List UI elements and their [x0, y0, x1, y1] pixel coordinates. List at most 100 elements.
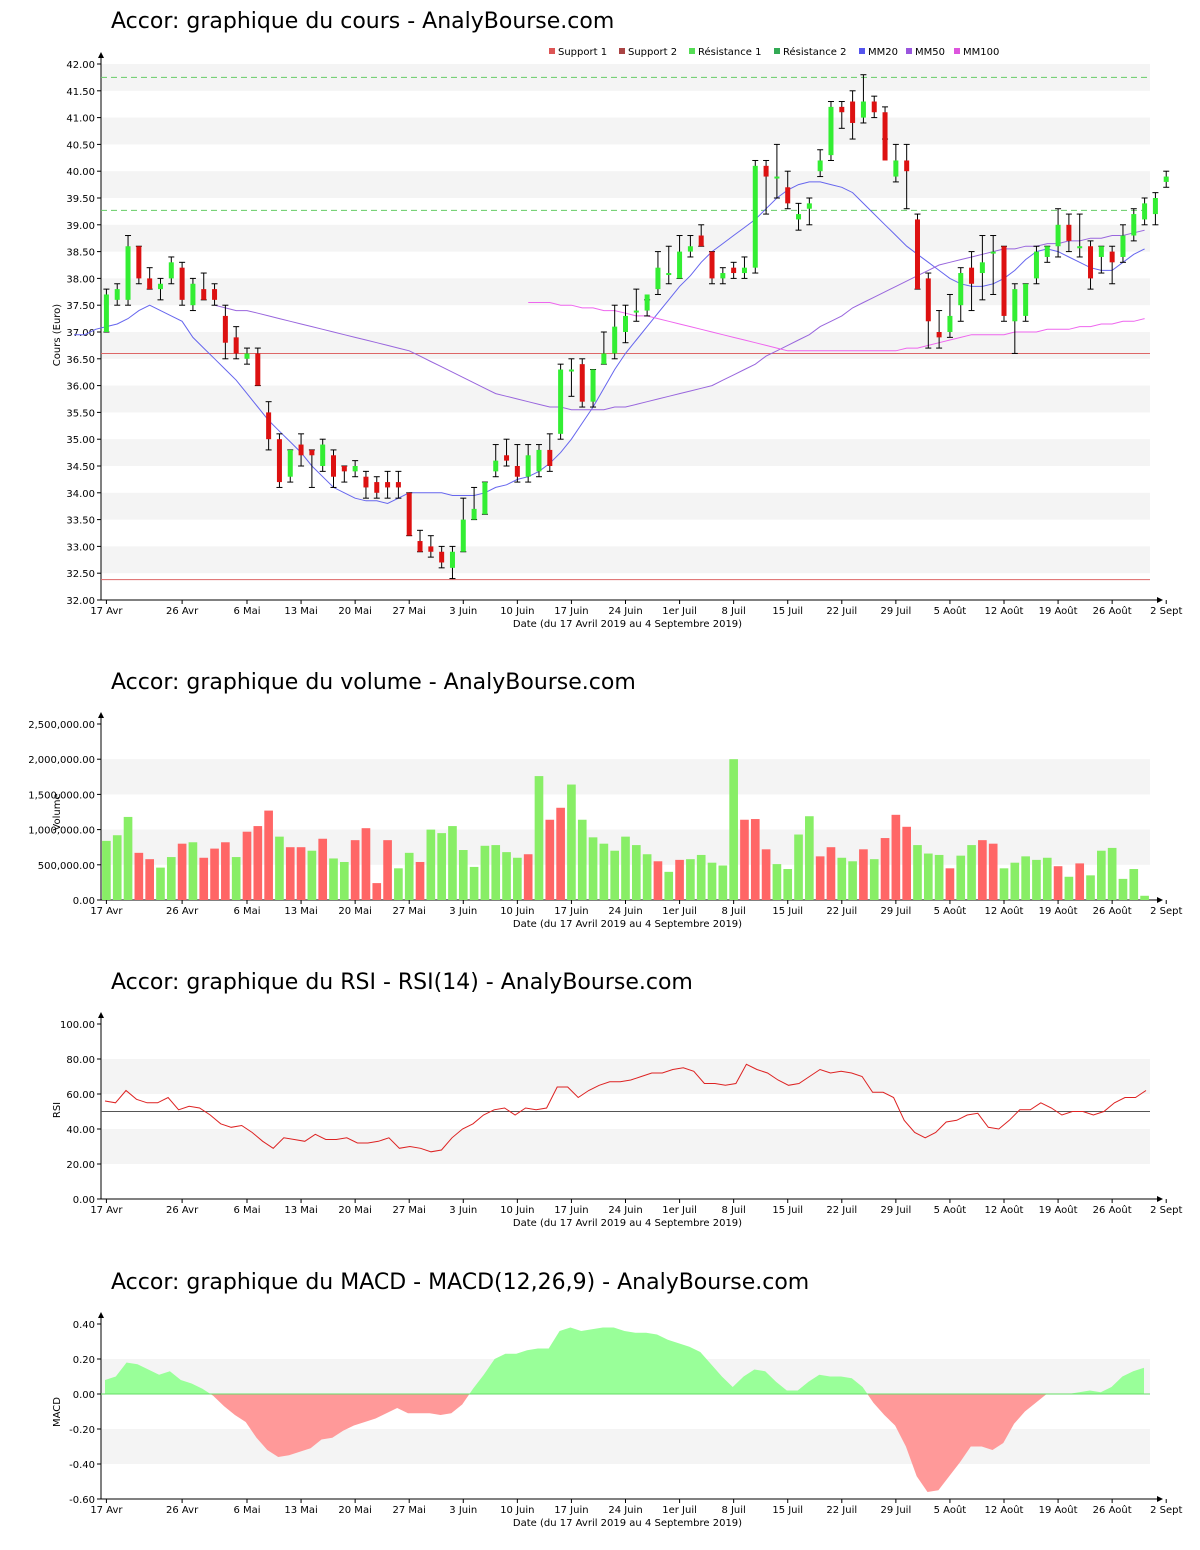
volume-bar — [1010, 862, 1020, 900]
x-tick-label: 6 Mai — [233, 906, 260, 917]
candle — [633, 288, 640, 322]
candle — [1022, 283, 1029, 322]
candle — [427, 535, 434, 558]
candle-body — [1109, 251, 1115, 263]
volume-bar — [1064, 876, 1074, 900]
volume-bar — [545, 819, 555, 900]
x-tick-label: 26 Août — [1093, 605, 1132, 617]
candle — [827, 101, 834, 161]
macd-chart: -0.60 -0.40 -0.20 0.00 0.20 0.40 17 Avr 26 Avr 6… — [52, 1312, 1182, 1529]
candle — [698, 224, 705, 247]
candle-body — [1120, 235, 1126, 257]
candle — [644, 294, 651, 317]
candle — [135, 245, 142, 285]
candle-body — [352, 466, 358, 472]
y-tick-label: 100.00 — [60, 1020, 95, 1031]
y-tick-label: 38.50 — [66, 248, 95, 259]
x-tick-label: 1er Juil — [662, 906, 697, 917]
y-tick-label: 2,500,000.00 — [28, 720, 95, 731]
candle-body — [731, 267, 737, 274]
candle — [784, 170, 791, 210]
candle — [1141, 197, 1148, 226]
macd-panel: Accor: graphique du MACD - MACD(12,26,9)… — [0, 1260, 1200, 1550]
candle-body — [525, 455, 531, 477]
volume-bar — [1107, 847, 1117, 900]
candle — [806, 197, 813, 226]
x-tick-label: 26 Avr — [166, 606, 199, 617]
y-axis-title: Cours (Euro) — [52, 304, 63, 367]
grid-band — [101, 546, 1150, 574]
x-tick-label: 27 Mai — [392, 1505, 425, 1516]
volume-bar — [556, 807, 565, 900]
x-tick-label: 29 Juil — [880, 606, 911, 617]
volume-bar — [318, 838, 328, 900]
candle-body — [871, 101, 877, 113]
candle-body — [1163, 176, 1169, 182]
rsi-chart: 0.00 20.00 40.00 60.00 80.00 100.00 17 Avr 26 A… — [52, 1012, 1182, 1229]
candle — [1163, 170, 1170, 188]
volume-bar — [1042, 857, 1052, 900]
candle — [676, 235, 683, 279]
y-axis-title: MACD — [52, 1397, 63, 1427]
candle — [1119, 224, 1126, 263]
x-tick-label: 29 Juil — [880, 1205, 911, 1216]
y-tick-label: 0.40 — [73, 1320, 95, 1331]
grid-band — [101, 759, 1150, 795]
x-tick-label: 15 Juil — [772, 906, 803, 917]
candle — [189, 277, 196, 312]
candle — [233, 326, 240, 360]
y-tick-label: 35.50 — [66, 408, 95, 419]
x-tick-label: 10 Juin — [500, 606, 534, 617]
x-tick-label: 15 Juil — [772, 1505, 803, 1516]
x-tick-label: 3 Juin — [449, 1205, 477, 1216]
candle-body — [147, 278, 153, 290]
candle — [579, 358, 586, 408]
candle-body — [904, 160, 910, 172]
candle — [460, 497, 467, 553]
volume-bar — [1140, 895, 1149, 900]
x-axis-title: Date (du 17 Avril 2019 au 4 Septembre 20… — [513, 1518, 742, 1529]
candle — [535, 444, 542, 478]
volume-bar — [999, 868, 1009, 900]
legend-label: Résistance 1 — [698, 46, 761, 58]
candle — [298, 433, 305, 467]
volume-bar — [188, 842, 198, 900]
candle — [568, 358, 575, 397]
candle-body — [385, 482, 391, 488]
legend-item: Support 2 — [619, 47, 677, 58]
candle — [1065, 213, 1072, 253]
volume-bar — [383, 840, 392, 900]
candle-body — [590, 369, 596, 402]
macd-positive-area — [469, 1327, 868, 1394]
volume-bar — [123, 816, 133, 900]
candle — [611, 304, 618, 360]
candle-body — [677, 251, 683, 279]
candle — [795, 202, 802, 231]
volume-bar — [437, 833, 446, 900]
x-tick-label: 17 Avr — [90, 1205, 123, 1216]
y-tick-label: 32.00 — [66, 596, 95, 607]
y-tick-label: 35.00 — [66, 435, 95, 446]
volume-bar — [967, 845, 976, 900]
volume-bar — [610, 850, 620, 900]
candle — [514, 444, 521, 483]
candle — [265, 401, 272, 451]
x-tick-label: 10 Juin — [500, 1505, 534, 1516]
candle-body — [504, 455, 510, 461]
candle — [362, 470, 369, 499]
volume-bar — [1053, 866, 1063, 900]
candle-body — [806, 203, 812, 209]
y-axis-arrow — [98, 52, 104, 58]
candle-body — [947, 315, 953, 332]
x-axis-title: Date (du 17 Avril 2019 au 4 Septembre 20… — [513, 619, 742, 630]
volume-bar — [729, 759, 738, 900]
y-tick-label: 40.00 — [66, 167, 95, 178]
grid-band — [101, 1129, 1150, 1164]
candle — [730, 261, 737, 279]
price-chart-title: Accor: graphique du cours - AnalyBourse.… — [111, 9, 615, 34]
candle — [200, 272, 207, 301]
x-tick-label: 19 Août — [1039, 1204, 1078, 1216]
macd-chart-title: Accor: graphique du MACD - MACD(12,26,9)… — [111, 1270, 810, 1295]
y-tick-label: 36.50 — [66, 355, 95, 366]
volume-bar — [415, 861, 425, 900]
